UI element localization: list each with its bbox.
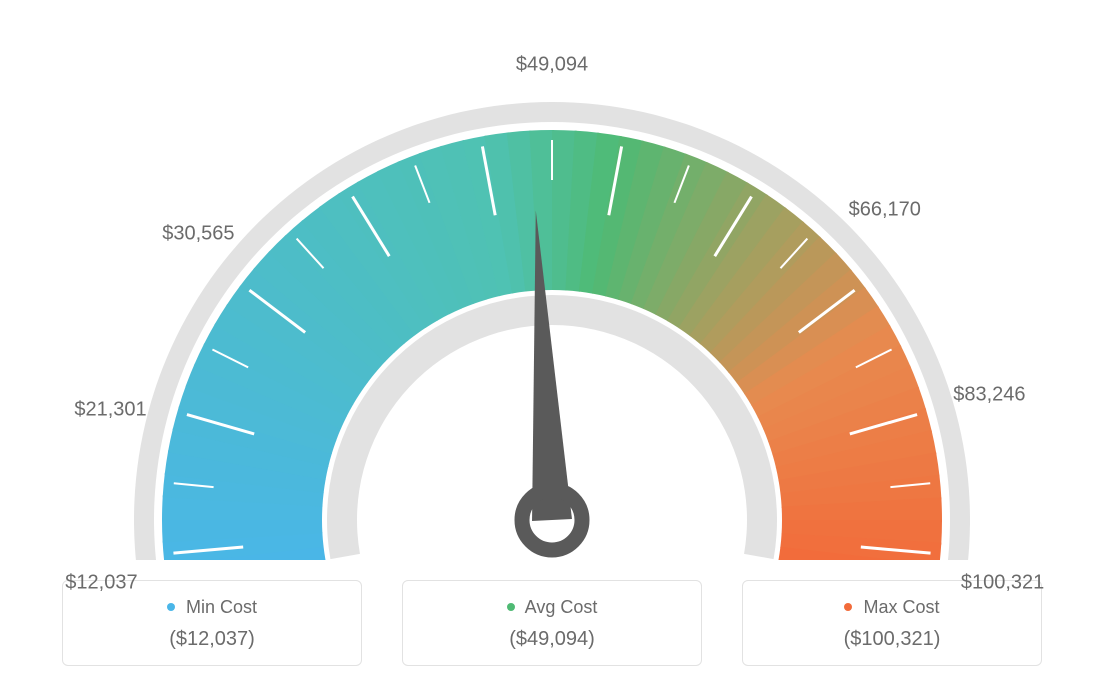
gauge-svg [22, 20, 1082, 560]
tick-label: $12,037 [65, 572, 137, 595]
legend-label-min: Min Cost [186, 597, 257, 617]
legend-value-avg: ($49,094) [413, 628, 691, 651]
gauge-chart: $12,037$21,301$30,565$49,094$66,170$83,2… [22, 20, 1082, 560]
tick-label: $83,246 [953, 383, 1025, 406]
legend-title-min: Min Cost [73, 597, 351, 618]
legend-title-max: Max Cost [753, 597, 1031, 618]
bullet-min [167, 603, 175, 611]
legend-label-avg: Avg Cost [525, 597, 598, 617]
legend-title-avg: Avg Cost [413, 597, 691, 618]
legend-label-max: Max Cost [863, 597, 939, 617]
legend-row: Min Cost ($12,037) Avg Cost ($49,094) Ma… [22, 580, 1082, 666]
legend-value-max: ($100,321) [753, 628, 1031, 651]
bullet-max [844, 603, 852, 611]
tick-label: $30,565 [162, 222, 234, 245]
tick-label: $21,301 [74, 398, 146, 421]
legend-card-avg: Avg Cost ($49,094) [402, 580, 702, 666]
tick-label: $66,170 [849, 198, 921, 221]
bullet-avg [507, 603, 515, 611]
legend-value-min: ($12,037) [73, 628, 351, 651]
tick-label: $100,321 [961, 572, 1044, 595]
tick-label: $49,094 [516, 54, 588, 77]
